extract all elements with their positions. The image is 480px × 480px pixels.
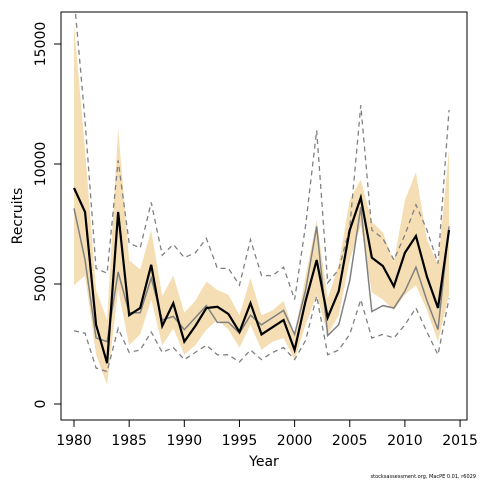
x-tick-label: 1990 [166, 433, 202, 449]
y-tick-label: 10000 [33, 142, 49, 187]
y-tick-label: 5000 [33, 266, 49, 302]
x-tick-label: 2005 [332, 433, 368, 449]
series-line [73, 295, 450, 373]
series-line [73, 187, 451, 364]
x-tick-label: 2000 [277, 433, 313, 449]
x-tick-label: 2010 [387, 433, 423, 449]
footnote: stocksassessment.org, MacPE 0.01, r6029 [371, 474, 476, 480]
x-tick-label: 1995 [222, 433, 258, 449]
x-tick-label: 1985 [111, 433, 147, 449]
y-tick-label: 15000 [33, 22, 49, 67]
confidence-band [74, 24, 450, 385]
series-line [73, 207, 450, 343]
series-line [74, 12, 450, 300]
x-tick-label: 1980 [56, 433, 92, 449]
y-axis-label: Recruits [10, 188, 26, 245]
plot-area [73, 12, 451, 385]
x-axis-label: Year [248, 454, 279, 470]
plot-frame [60, 11, 468, 421]
x-tick-label: 2015 [442, 433, 478, 449]
y-tick-label: 0 [33, 400, 49, 409]
